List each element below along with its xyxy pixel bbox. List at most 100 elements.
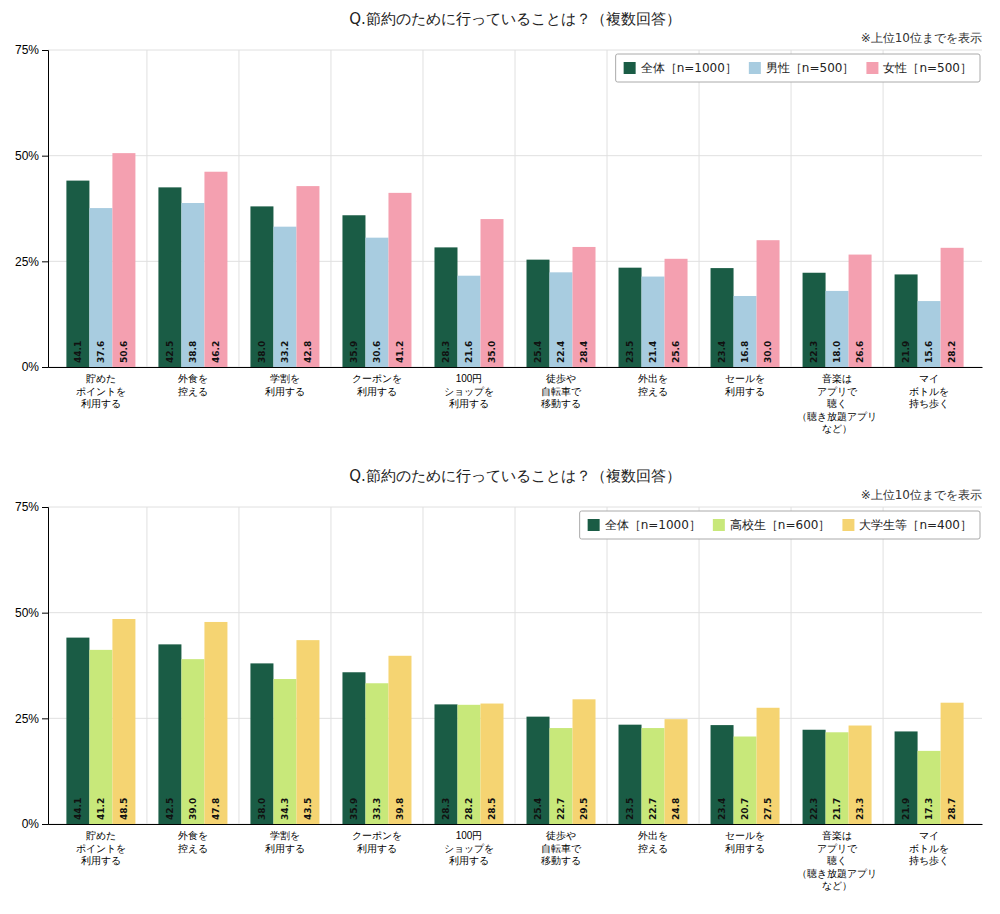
- x-tick-label: 外出を控える: [638, 830, 668, 854]
- x-tick-label-line: 貯めた: [86, 373, 116, 384]
- x-tick-label-line: 100円: [456, 373, 483, 384]
- bar: [158, 187, 181, 367]
- legend-swatch: [749, 62, 761, 74]
- x-tick-label: 貯めたポイントを利用する: [76, 373, 126, 409]
- bar: [204, 622, 227, 824]
- grid: [48, 507, 982, 824]
- x-tick: セールを利用する: [725, 373, 765, 397]
- data-label: 37.6: [96, 341, 106, 363]
- bar: [711, 725, 734, 824]
- data-label: 34.3: [280, 798, 290, 820]
- data-label: 25.4: [533, 341, 543, 363]
- x-tick-label: 学割を利用する: [265, 830, 305, 854]
- data-label: 15.6: [924, 341, 934, 363]
- x-tick-label-line: ポイントを: [76, 386, 126, 397]
- x-tick-label-line: 移動する: [541, 398, 581, 409]
- x-tick-label-line: ショップを: [444, 386, 494, 397]
- bar: [642, 728, 665, 824]
- data-label: 41.2: [96, 798, 106, 820]
- data-label: 42.8: [303, 341, 313, 363]
- bar: [388, 193, 411, 367]
- x-tick-label-line: 利用する: [449, 855, 489, 866]
- x-tick-label-line: 控える: [178, 843, 208, 854]
- data-label: 22.7: [556, 798, 566, 820]
- x-tick-label: マイボトルを持ち歩く: [909, 373, 949, 409]
- x-tick-label-line: 利用する: [357, 386, 397, 397]
- data-label: 22.3: [809, 341, 819, 363]
- y-tick-label: 75%: [15, 43, 39, 57]
- bar: [550, 728, 573, 824]
- legend-items: 全体［n=1000］男性［n=500］女性［n=500］: [624, 61, 972, 75]
- bar-series: [66, 181, 917, 367]
- data-label: 18.0: [832, 341, 842, 363]
- x-tick: 徒歩や自転車で移動する: [541, 373, 582, 409]
- data-label: 44.1: [73, 341, 83, 363]
- y-tick-mark: [42, 613, 48, 614]
- y-tick: 0%: [22, 817, 48, 831]
- x-tick-label-line: 学割を: [270, 830, 300, 841]
- category-separator: [515, 50, 516, 367]
- data-label: 21.9: [901, 798, 911, 820]
- x-tick: 徒歩や自転車で移動する: [541, 830, 582, 866]
- x-tick-label-line: セールを: [725, 373, 765, 384]
- x-tick-label-line: など）: [822, 423, 852, 434]
- data-label: 21.7: [832, 798, 842, 820]
- x-tick-label-line: マイ: [919, 373, 939, 384]
- data-label: 30.6: [372, 341, 382, 363]
- x-tick-label-line: 持ち歩く: [909, 398, 949, 409]
- bar: [112, 153, 135, 367]
- data-label: 28.4: [579, 341, 589, 363]
- x-axis-line: [49, 824, 983, 825]
- bar: [204, 172, 227, 367]
- x-tick-label: クーポンを利用する: [352, 830, 402, 854]
- x-tick: クーポンを利用する: [352, 373, 402, 397]
- category-separator: [699, 50, 700, 367]
- bar: [89, 208, 112, 367]
- legend-item: 全体［n=1000］: [624, 61, 737, 75]
- legend-frame: [580, 511, 980, 539]
- data-label-series: 44.142.538.035.928.325.423.523.422.321.9: [73, 341, 911, 363]
- legend-swatch: [842, 519, 854, 531]
- x-tick: 外食を控える: [178, 830, 208, 854]
- chart-root: Q.節約のために行っていることは？（複数回答）※上位10位までを表示44.142…: [0, 0, 1000, 914]
- x-tick: マイボトルを持ち歩く: [909, 830, 949, 866]
- bar: [365, 683, 388, 824]
- bar: [434, 704, 457, 824]
- x-tick-label-line: 外食を: [178, 373, 208, 384]
- x-tick-label-line: 利用する: [265, 843, 305, 854]
- bar: [457, 276, 480, 367]
- legend-label: 高校生［n=600］: [730, 518, 831, 532]
- bar: [665, 719, 688, 824]
- data-label: 38.8: [188, 341, 198, 363]
- category-separator: [607, 50, 608, 367]
- bar: [66, 638, 89, 824]
- bar: [250, 663, 273, 824]
- bar: [296, 186, 319, 367]
- bar: [527, 717, 550, 824]
- bar: [296, 640, 319, 824]
- legend-swatch: [713, 519, 725, 531]
- y-tick-label: 25%: [15, 712, 39, 726]
- data-label: 30.0: [763, 341, 773, 363]
- x-tick-label-line: 貯めた: [86, 830, 116, 841]
- x-tick-label-line: クーポンを: [352, 373, 402, 384]
- x-tick-label-line: 音楽は: [822, 830, 852, 841]
- data-label: 46.2: [211, 341, 221, 363]
- data-label: 48.5: [119, 798, 129, 820]
- data-label: 41.2: [395, 341, 405, 363]
- legend-swatch: [588, 519, 600, 531]
- category-separators: [147, 50, 883, 367]
- category-separator: [146, 50, 147, 367]
- x-tick-label-line: 徒歩や: [546, 830, 576, 841]
- data-label: 38.0: [257, 798, 267, 820]
- x-tick: マイボトルを持ち歩く: [909, 373, 949, 409]
- bar: [273, 227, 296, 367]
- data-label: 33.2: [280, 341, 290, 363]
- x-tick-label: 外食を控える: [178, 373, 208, 397]
- data-label: 47.8: [211, 798, 221, 820]
- legend-item: 女性［n=500］: [866, 61, 972, 75]
- x-tick-label: 外出を控える: [638, 373, 668, 397]
- x-tick-label-line: 控える: [178, 386, 208, 397]
- x-tick-label: クーポンを利用する: [352, 373, 402, 397]
- data-label: 50.6: [119, 341, 129, 363]
